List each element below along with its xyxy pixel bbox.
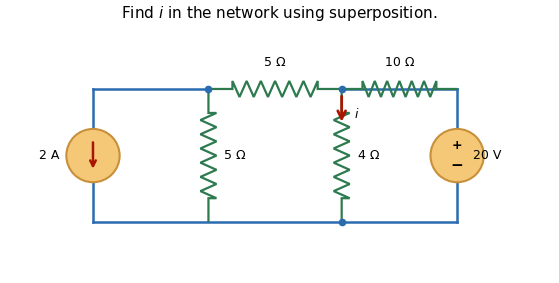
Text: $i$: $i$ xyxy=(354,107,359,121)
Text: 2 A: 2 A xyxy=(39,149,59,162)
Circle shape xyxy=(430,129,484,182)
Text: 5 Ω: 5 Ω xyxy=(224,149,246,162)
Text: 20 V: 20 V xyxy=(473,149,501,162)
Text: 5 Ω: 5 Ω xyxy=(264,56,286,69)
Title: Find $i$ in the network using superposition.: Find $i$ in the network using superposit… xyxy=(121,5,438,23)
Text: +: + xyxy=(452,139,462,152)
Text: 4 Ω: 4 Ω xyxy=(358,149,379,162)
Text: 10 Ω: 10 Ω xyxy=(385,56,414,69)
Text: −: − xyxy=(451,158,463,173)
Circle shape xyxy=(67,129,120,182)
